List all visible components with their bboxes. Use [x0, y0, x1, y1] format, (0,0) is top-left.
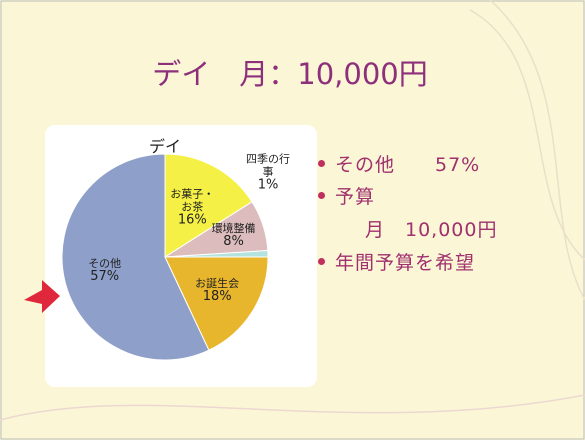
bullet-text: 年間予算を希望 [335, 252, 476, 274]
slice-category: 四季の行事 [246, 152, 290, 179]
slice-label: お誕生会 18% [187, 277, 247, 303]
slice-label: 環境整備 8% [204, 222, 264, 248]
bullet-text: 予算 [335, 186, 376, 208]
bullet-text: その他 57% [335, 154, 481, 176]
slice-value: 8% [223, 233, 244, 249]
arrow [24, 280, 60, 313]
slice-label: 四季の行事 1% [244, 153, 292, 192]
slice-value: 16% [177, 212, 207, 228]
slice-category: その他 [88, 257, 122, 271]
slice-value: 18% [202, 289, 232, 305]
slice-category: お菓子・お茶 [170, 187, 215, 214]
slice-value: 1% [257, 177, 279, 193]
decoration [469, 0, 585, 301]
slice-label: その他 57% [80, 257, 130, 283]
slide-title: デイ 月：10,000円 [152, 57, 427, 91]
slice-label: お菓子・お茶 16% [169, 188, 215, 227]
pie-slice [164, 153, 253, 258]
bullet-dot [318, 160, 325, 167]
bullet-text: 月 10,000円 [365, 219, 498, 241]
pie-slice [61, 153, 210, 361]
bullet-dot [318, 258, 325, 265]
slice-value: 57% [90, 269, 120, 285]
slice-category: 環境整備 [211, 221, 256, 235]
decoration [0, 394, 585, 421]
pie-slice [164, 256, 269, 351]
slice-category: お誕生会 [195, 277, 240, 291]
pie [61, 153, 269, 361]
bullet-dot [318, 192, 325, 199]
chart-title: デイ [149, 137, 181, 156]
